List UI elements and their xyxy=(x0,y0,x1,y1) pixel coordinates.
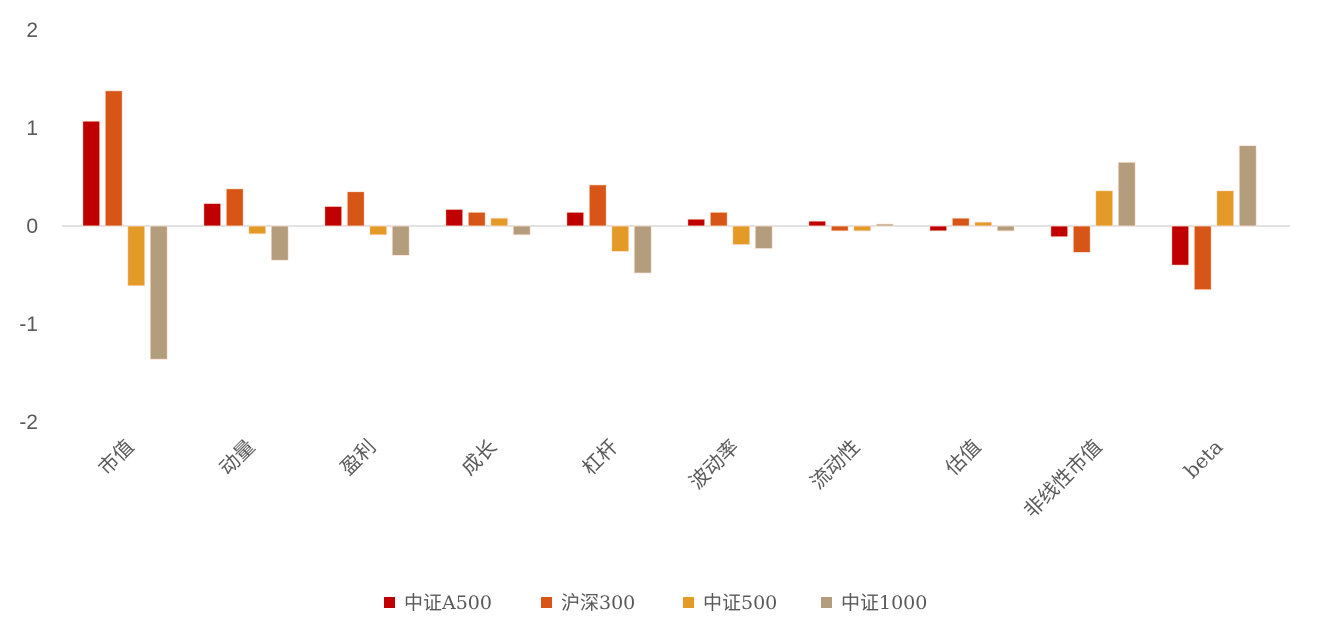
y-tick-label: 0 xyxy=(26,215,38,238)
bar-中证500-估值 xyxy=(974,221,993,227)
legend-swatch xyxy=(384,597,395,608)
y-tick-label: 2 xyxy=(26,19,38,42)
x-tick-label: 杠杆 xyxy=(577,435,622,480)
bar-中证500-beta xyxy=(1216,190,1235,227)
bar-中证A500-非线性市值 xyxy=(1050,225,1069,238)
legend-label: 中证A500 xyxy=(404,592,492,614)
bar-沪深300-杠杆 xyxy=(588,184,607,227)
bar-中证1000-成长 xyxy=(512,225,531,236)
bar-沪深300-非线性市值 xyxy=(1072,225,1091,253)
bar-中证A500-成长 xyxy=(445,208,464,227)
y-tick-label: -2 xyxy=(19,411,38,434)
legend-swatch xyxy=(541,597,552,608)
x-tick-label: 动量 xyxy=(214,435,259,480)
bar-沪深300-成长 xyxy=(467,211,486,227)
x-tick-label: 市值 xyxy=(93,435,138,480)
bar-中证500-盈利 xyxy=(369,225,388,236)
bar-中证500-非线性市值 xyxy=(1095,190,1114,227)
bar-中证A500-动量 xyxy=(203,203,222,227)
bar-沪深300-流动性 xyxy=(830,225,849,232)
legend-item: 中证500 xyxy=(683,592,777,614)
bar-中证1000-杠杆 xyxy=(633,225,652,274)
x-axis: 市值 动量 盈利 成长 杠杆 波动率 流动性 估值 非线性市值 beta xyxy=(93,435,1227,523)
y-tick-label: -1 xyxy=(19,313,38,336)
bar-中证1000-市值 xyxy=(149,225,168,360)
legend-item: 中证A500 xyxy=(384,592,492,614)
bar-中证1000-beta xyxy=(1238,145,1257,227)
y-axis: 2 1 0 -1 -2 xyxy=(19,19,38,434)
bar-中证500-流动性 xyxy=(853,225,872,232)
legend-label: 中证1000 xyxy=(841,592,927,614)
legend: 中证A500 沪深300 中证500 中证1000 xyxy=(384,592,927,614)
bar-中证500-杠杆 xyxy=(611,225,630,252)
legend-swatch xyxy=(821,597,832,608)
bar-中证A500-beta xyxy=(1171,225,1190,266)
bar-中证A500-波动率 xyxy=(687,218,706,227)
bar-沪深300-动量 xyxy=(225,188,244,227)
bar-中证A500-杠杆 xyxy=(566,211,585,227)
bar-沪深300-beta xyxy=(1193,225,1212,291)
bar-中证500-动量 xyxy=(248,225,267,235)
bar-中证1000-估值 xyxy=(996,225,1015,232)
x-tick-label: 盈利 xyxy=(335,435,380,480)
bar-沪深300-市值 xyxy=(104,90,123,227)
x-tick-label: 波动率 xyxy=(684,435,743,494)
bar-中证A500-盈利 xyxy=(324,205,343,227)
bar-中证500-波动率 xyxy=(732,225,751,246)
bar-中证A500-流动性 xyxy=(808,220,827,227)
bar-中证1000-非线性市值 xyxy=(1117,161,1136,227)
bar-沪深300-盈利 xyxy=(346,191,365,227)
bar-中证A500-市值 xyxy=(82,120,101,227)
bar-中证1000-波动率 xyxy=(754,225,773,249)
bar-中证1000-流动性 xyxy=(875,223,894,227)
bars xyxy=(82,90,1257,360)
x-tick-label: 估值 xyxy=(940,435,985,480)
x-tick-label: 流动性 xyxy=(805,435,864,494)
legend-label: 沪深300 xyxy=(561,592,635,614)
legend-swatch xyxy=(683,597,694,608)
bar-中证A500-估值 xyxy=(929,225,948,232)
bar-中证500-市值 xyxy=(127,225,146,287)
bar-中证1000-动量 xyxy=(270,225,289,261)
legend-item: 中证1000 xyxy=(821,592,927,614)
x-tick-label: 成长 xyxy=(456,435,501,480)
y-tick-label: 1 xyxy=(26,117,38,140)
bar-中证500-成长 xyxy=(490,217,509,227)
legend-label: 中证500 xyxy=(703,592,777,614)
x-tick-label: 非线性市值 xyxy=(1019,435,1107,523)
bar-沪深300-估值 xyxy=(951,217,970,227)
x-tick-label: beta xyxy=(1179,435,1228,484)
legend-item: 沪深300 xyxy=(541,592,635,614)
bar-沪深300-波动率 xyxy=(709,211,728,227)
bar-中证1000-盈利 xyxy=(391,225,410,256)
